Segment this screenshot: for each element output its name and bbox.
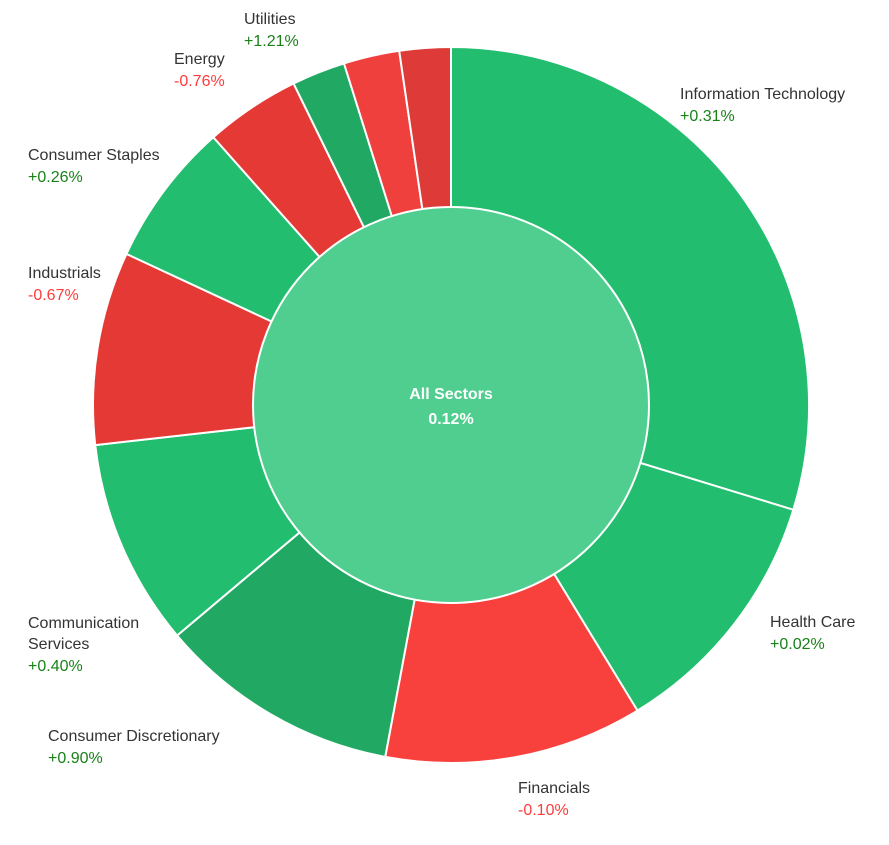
sector-labels: Information Technology +0.31% Health Care +… (28, 11, 855, 819)
center-label: All Sectors (409, 386, 493, 403)
center-circle (252, 206, 650, 604)
center-summary: All Sectors 0.12% (252, 206, 650, 604)
center-value: 0.12% (428, 411, 473, 428)
label-communication-services-change: +0.40% (28, 658, 83, 675)
label-consumer-discretionary-name: Consumer Discretionary (48, 728, 220, 745)
label-health-care-name: Health Care (770, 614, 855, 631)
label-consumer-discretionary-change: +0.90% (48, 750, 103, 767)
label-communication-services-name: Services (28, 636, 89, 653)
label-energy-name: Energy (174, 51, 225, 68)
label-communication-services-name: Communication (28, 615, 139, 632)
label-energy-change: -0.76% (174, 73, 225, 90)
label-consumer-staples-change: +0.26% (28, 169, 83, 186)
label-consumer-staples-name: Consumer Staples (28, 147, 160, 164)
label-information-technology-name: Information Technology (680, 86, 845, 103)
label-financials-change: -0.10% (518, 802, 569, 819)
label-financials-name: Financials (518, 780, 590, 797)
label-industrials-name: Industrials (28, 265, 101, 282)
label-health-care-change: +0.02% (770, 636, 825, 653)
label-utilities-change: +1.21% (244, 33, 299, 50)
label-utilities-name: Utilities (244, 11, 296, 28)
label-industrials-change: -0.67% (28, 287, 79, 304)
label-information-technology-change: +0.31% (680, 108, 735, 125)
